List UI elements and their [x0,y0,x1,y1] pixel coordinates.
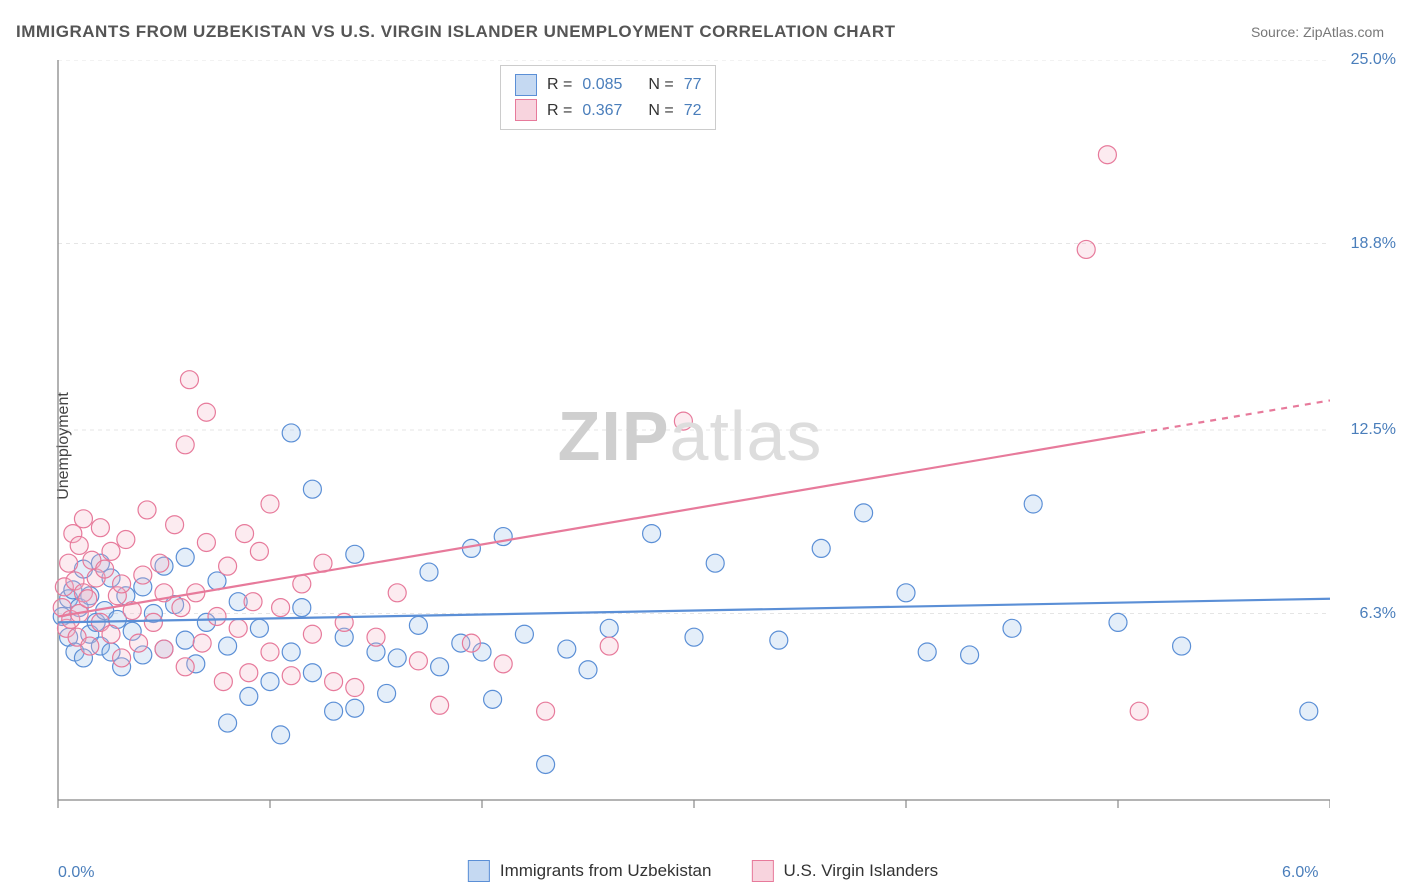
x-tick-label: 6.0% [1282,864,1318,882]
source-attribution: Source: ZipAtlas.com [1251,24,1384,40]
stats-legend-row: R = 0.085 N = 77 [515,72,701,98]
legend-swatch [515,99,537,121]
y-tick-label: 18.8% [1351,235,1396,253]
legend-swatch [468,860,490,882]
legend-item: Immigrants from Uzbekistan [468,860,712,882]
stats-legend: R = 0.085 N = 77 R = 0.367 N = 72 [500,65,716,130]
legend-item: U.S. Virgin Islanders [751,860,938,882]
legend-swatch [751,860,773,882]
r-label: R = [547,98,572,124]
r-value: 0.367 [582,98,638,124]
n-value: 77 [684,72,702,98]
y-tick-label: 25.0% [1351,51,1396,69]
source-prefix: Source: [1251,24,1303,40]
chart-svg [50,60,1330,820]
x-tick-label: 0.0% [58,864,94,882]
chart-plot-area: ZIPatlas R =0.085N =77R =0.367N =72 [50,60,1330,820]
n-value: 72 [684,98,702,124]
y-tick-label: 6.3% [1360,605,1396,623]
r-label: R = [547,72,572,98]
n-label: N = [648,98,673,124]
legend-swatch [515,74,537,96]
chart-title: IMMIGRANTS FROM UZBEKISTAN VS U.S. VIRGI… [16,22,895,42]
n-label: N = [648,72,673,98]
stats-legend-row: R = 0.367 N = 72 [515,98,701,124]
chart-container: IMMIGRANTS FROM UZBEKISTAN VS U.S. VIRGI… [0,0,1406,892]
legend-label: Immigrants from Uzbekistan [500,861,712,881]
source-name: ZipAtlas.com [1303,24,1384,40]
y-tick-label: 12.5% [1351,421,1396,439]
legend-label: U.S. Virgin Islanders [783,861,938,881]
r-value: 0.085 [582,72,638,98]
series-legend: Immigrants from Uzbekistan U.S. Virgin Is… [468,860,938,882]
